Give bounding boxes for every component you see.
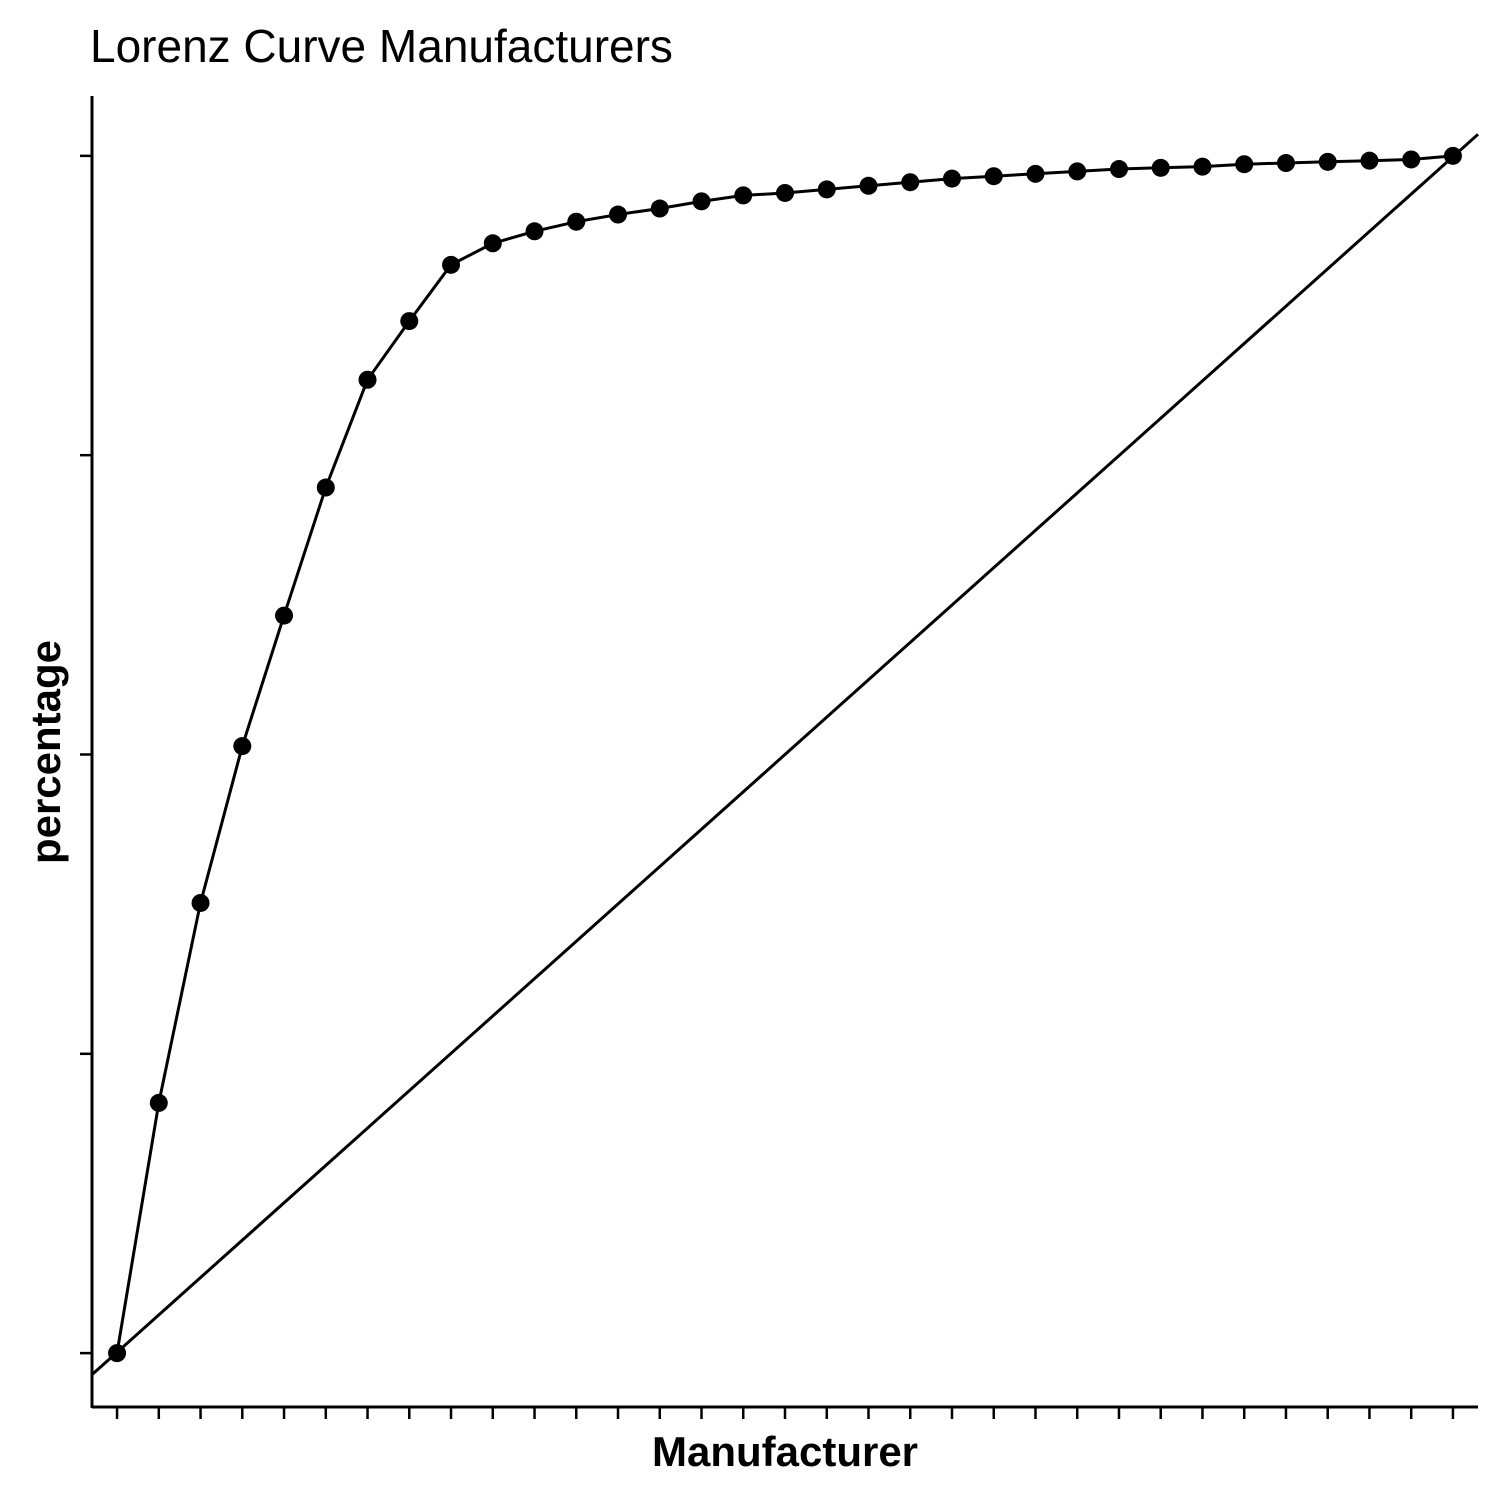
data-point-17	[776, 183, 794, 202]
data-point-1	[108, 1344, 127, 1363]
equality-line-layer	[90, 133, 1480, 1376]
data-point-14	[650, 199, 669, 218]
data-point-27	[1193, 157, 1212, 176]
equality-line	[90, 133, 1480, 1376]
data-point-32	[1402, 150, 1421, 169]
data-point-22	[984, 167, 1003, 186]
data-point-30	[1318, 152, 1337, 171]
data-point-6	[316, 478, 335, 497]
data-point-18	[817, 180, 836, 199]
data-point-7	[358, 370, 377, 389]
data-point-28	[1235, 155, 1254, 174]
data-point-25	[1109, 160, 1128, 179]
data-point-16	[734, 186, 753, 205]
data-point-24	[1068, 162, 1087, 181]
data-point-12	[567, 212, 586, 231]
y-axis-ticks	[80, 154, 92, 1355]
data-point-10	[483, 234, 502, 253]
x-axis-label: Manufacturer	[652, 1428, 918, 1475]
y-axis-label: percentage	[22, 640, 69, 864]
data-point-11	[525, 222, 544, 241]
x-axis-ticks	[115, 1407, 1455, 1419]
data-point-5	[275, 606, 294, 625]
data-point-19	[859, 176, 878, 195]
data-point-13	[609, 205, 628, 224]
data-point-2	[149, 1093, 168, 1112]
data-point-26	[1151, 158, 1170, 177]
data-point-15	[692, 192, 711, 211]
data-point-9	[442, 255, 461, 274]
data-point-33	[1443, 146, 1462, 165]
data-point-8	[400, 312, 419, 331]
data-point-3	[191, 893, 210, 912]
chart-title: Lorenz Curve Manufacturers	[90, 20, 673, 72]
data-point-23	[1026, 164, 1045, 183]
data-point-21	[942, 169, 961, 188]
data-point-4	[233, 737, 252, 756]
data-point-29	[1276, 154, 1295, 173]
data-points-layer	[108, 146, 1462, 1363]
data-point-20	[901, 173, 920, 192]
data-point-31	[1360, 151, 1379, 170]
